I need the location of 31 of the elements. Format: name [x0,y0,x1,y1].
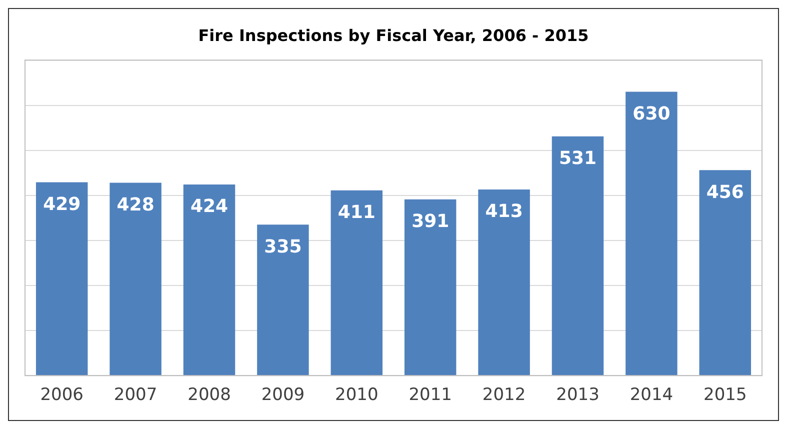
data-label: 411 [338,202,376,224]
bar [552,136,604,376]
bar [110,182,162,376]
bar [257,224,309,376]
x-tick-label: 2006 [40,385,84,406]
data-label: 428 [116,194,154,216]
bar [183,184,236,376]
chart-title: Fire Inspections by Fiscal Year, 2006 - 2015 [198,26,589,45]
bar [404,199,456,376]
x-tick-label: 2009 [261,385,305,406]
bar [478,190,530,376]
x-tick-label: 2011 [408,385,452,406]
data-label: 413 [485,201,523,222]
data-label: 335 [264,236,302,258]
data-label: 630 [632,103,670,124]
bar [330,190,383,376]
data-label: 424 [190,196,228,218]
data-label: 456 [706,182,744,203]
data-label: 429 [43,194,81,215]
bar [699,170,752,376]
x-tick-label: 2012 [482,385,526,406]
x-tick-label: 2013 [556,385,600,406]
bar [626,92,678,376]
x-tick-label: 2008 [188,385,231,406]
bar [36,182,88,376]
x-tick-label: 2010 [335,385,378,406]
data-label: 531 [558,148,597,170]
x-tick-label: 2014 [630,385,674,406]
x-tick-label: 2007 [114,385,158,406]
x-tick-label: 2015 [704,385,747,406]
data-label: 391 [412,211,450,232]
